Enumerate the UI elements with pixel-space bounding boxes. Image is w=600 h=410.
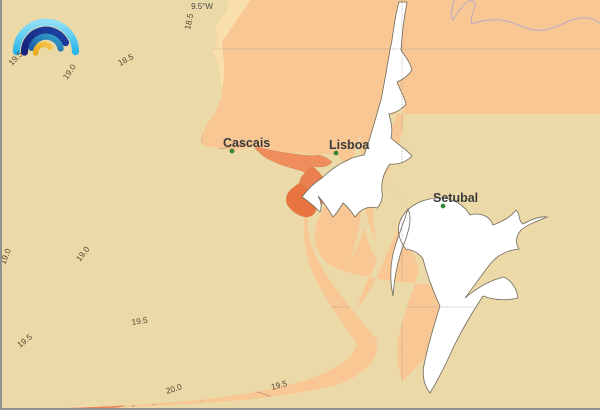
svg-text:Lisboa: Lisboa bbox=[329, 138, 370, 152]
svg-text:9.5°W: 9.5°W bbox=[191, 2, 213, 11]
svg-text:Cascais: Cascais bbox=[223, 136, 270, 150]
svg-text:Setubal: Setubal bbox=[433, 191, 478, 205]
